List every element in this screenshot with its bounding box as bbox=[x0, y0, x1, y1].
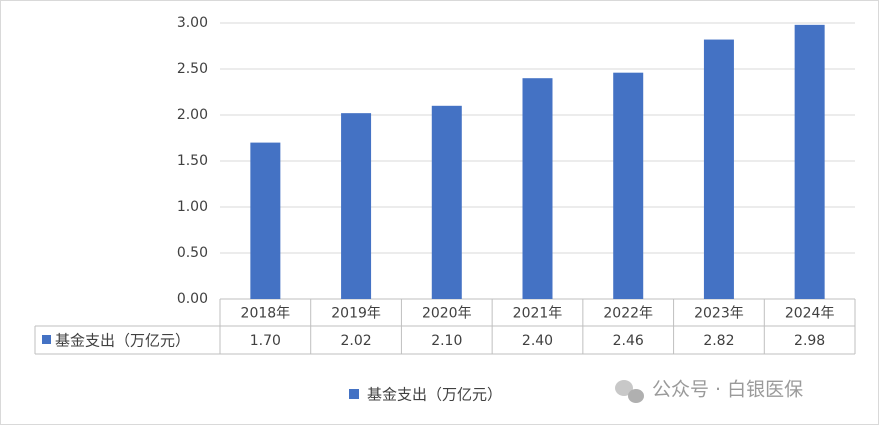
legend-label: 基金支出（万亿元） bbox=[367, 386, 502, 404]
bar bbox=[703, 39, 734, 300]
bar bbox=[613, 72, 644, 300]
x-tick-label: 2020年 bbox=[422, 306, 472, 322]
y-tick-label: 3.00 bbox=[177, 15, 208, 31]
y-tick-label: 1.50 bbox=[177, 153, 208, 169]
table-value: 1.70 bbox=[250, 333, 281, 349]
table-value: 2.98 bbox=[794, 333, 825, 349]
x-tick-label: 2024年 bbox=[785, 306, 835, 322]
legend-key bbox=[42, 335, 51, 344]
y-tick-label: 2.00 bbox=[177, 107, 208, 123]
table-value: 2.46 bbox=[613, 333, 644, 349]
table-value: 2.82 bbox=[703, 333, 734, 349]
bar bbox=[794, 24, 825, 300]
table-value: 2.40 bbox=[522, 333, 553, 349]
watermark: 公众号 · 白银医保 bbox=[652, 379, 803, 401]
table-value: 2.10 bbox=[431, 333, 462, 349]
bar bbox=[341, 113, 372, 299]
bar bbox=[522, 78, 553, 299]
bar bbox=[250, 142, 281, 299]
table-value: 2.02 bbox=[340, 333, 371, 349]
x-tick-label: 2023年 bbox=[694, 306, 744, 322]
x-tick-label: 2018年 bbox=[241, 306, 291, 322]
x-tick-label: 2021年 bbox=[513, 306, 563, 322]
y-tick-label: 0.00 bbox=[177, 291, 208, 307]
table-series-name: 基金支出（万亿元） bbox=[55, 332, 190, 350]
y-tick-label: 1.00 bbox=[177, 199, 208, 215]
x-tick-label: 2019年 bbox=[331, 306, 381, 322]
y-tick-label: 2.50 bbox=[177, 61, 208, 77]
bar bbox=[431, 105, 462, 299]
watermark-icon bbox=[615, 380, 644, 403]
x-tick-label: 2022年 bbox=[603, 306, 653, 322]
y-tick-label: 0.50 bbox=[177, 245, 208, 261]
legend-key bbox=[349, 389, 359, 399]
